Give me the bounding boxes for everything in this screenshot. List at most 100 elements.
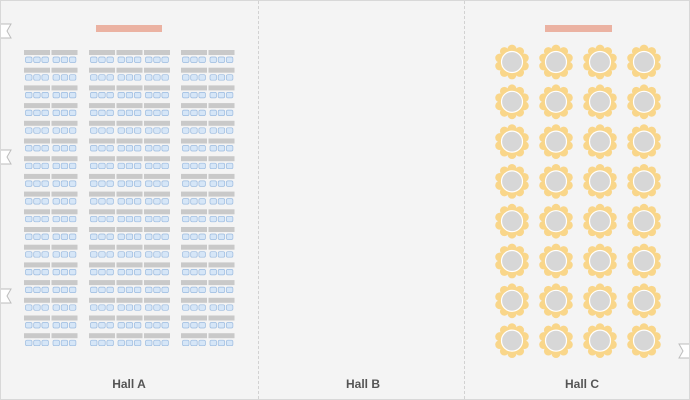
classroom-table[interactable]	[144, 262, 170, 268]
chair[interactable]	[60, 109, 69, 116]
chair[interactable]	[153, 251, 161, 258]
chair[interactable]	[90, 74, 98, 81]
chair[interactable]	[198, 180, 206, 187]
chair[interactable]	[198, 339, 206, 347]
chair[interactable]	[226, 74, 234, 81]
chair[interactable]	[153, 74, 161, 81]
chair[interactable]	[41, 162, 49, 170]
chair[interactable]	[217, 74, 226, 81]
round-table[interactable]	[588, 289, 612, 312]
chair[interactable]	[190, 162, 198, 170]
chair[interactable]	[98, 74, 106, 81]
chair[interactable]	[106, 322, 114, 329]
chair[interactable]	[161, 109, 169, 116]
chair[interactable]	[117, 286, 125, 293]
chair[interactable]	[182, 56, 190, 63]
chair[interactable]	[33, 215, 41, 223]
chair[interactable]	[161, 251, 169, 258]
classroom-table[interactable]	[181, 156, 207, 162]
chair[interactable]	[145, 198, 153, 205]
chair[interactable]	[125, 92, 134, 99]
classroom-table[interactable]	[24, 103, 50, 109]
chair[interactable]	[60, 215, 69, 223]
chair[interactable]	[125, 162, 134, 170]
chair[interactable]	[226, 127, 234, 134]
chair[interactable]	[25, 286, 33, 293]
chair[interactable]	[217, 304, 226, 311]
round-table[interactable]	[544, 210, 568, 233]
classroom-table[interactable]	[116, 67, 143, 73]
classroom-table[interactable]	[144, 103, 170, 109]
chair[interactable]	[226, 339, 234, 347]
chair[interactable]	[60, 162, 69, 170]
chair[interactable]	[125, 286, 134, 293]
chair[interactable]	[52, 251, 60, 258]
chair[interactable]	[33, 74, 41, 81]
classroom-table[interactable]	[24, 315, 50, 321]
classroom-table[interactable]	[116, 103, 143, 109]
classroom-table[interactable]	[51, 120, 78, 126]
classroom-table[interactable]	[181, 244, 207, 250]
chair[interactable]	[98, 162, 106, 170]
chair[interactable]	[161, 74, 169, 81]
classroom-table[interactable]	[144, 173, 170, 179]
chair[interactable]	[33, 162, 41, 170]
chair[interactable]	[52, 233, 60, 240]
classroom-table[interactable]	[51, 50, 78, 55]
chair[interactable]	[52, 215, 60, 223]
chair[interactable]	[153, 339, 161, 347]
chair[interactable]	[145, 74, 153, 81]
round-table[interactable]	[500, 289, 524, 312]
classroom-table[interactable]	[51, 297, 78, 303]
chair[interactable]	[41, 286, 49, 293]
chair[interactable]	[198, 145, 206, 152]
chair[interactable]	[182, 127, 190, 134]
chair[interactable]	[134, 233, 142, 240]
chair[interactable]	[125, 109, 134, 116]
classroom-table[interactable]	[89, 244, 115, 250]
chair[interactable]	[217, 180, 226, 187]
round-table[interactable]	[588, 90, 612, 113]
chair[interactable]	[161, 339, 169, 347]
chair[interactable]	[117, 127, 125, 134]
classroom-table[interactable]	[208, 333, 235, 339]
chair[interactable]	[52, 286, 60, 293]
classroom-table[interactable]	[89, 209, 115, 215]
chair[interactable]	[52, 269, 60, 276]
round-table[interactable]	[500, 50, 524, 74]
chair[interactable]	[161, 92, 169, 99]
chair[interactable]	[106, 198, 114, 205]
chair[interactable]	[106, 127, 114, 134]
chair[interactable]	[33, 198, 41, 205]
round-table[interactable]	[632, 249, 656, 273]
classroom-table[interactable]	[116, 120, 143, 126]
classroom-table[interactable]	[116, 227, 143, 232]
chair[interactable]	[134, 180, 142, 187]
chair[interactable]	[209, 233, 217, 240]
round-table[interactable]	[544, 130, 568, 153]
chair[interactable]	[161, 269, 169, 276]
chair[interactable]	[217, 215, 226, 223]
chair[interactable]	[69, 92, 77, 99]
chair[interactable]	[60, 322, 69, 329]
round-table[interactable]	[544, 50, 568, 74]
round-table[interactable]	[588, 329, 612, 352]
chair[interactable]	[69, 304, 77, 311]
chair[interactable]	[134, 162, 142, 170]
chair[interactable]	[198, 92, 206, 99]
classroom-table[interactable]	[51, 85, 78, 91]
round-table[interactable]	[544, 329, 568, 352]
chair[interactable]	[25, 162, 33, 170]
classroom-table[interactable]	[116, 297, 143, 303]
chair[interactable]	[69, 322, 77, 329]
chair[interactable]	[134, 339, 142, 347]
round-table[interactable]	[588, 210, 612, 233]
chair[interactable]	[134, 109, 142, 116]
chair[interactable]	[145, 56, 153, 63]
chair[interactable]	[209, 269, 217, 276]
chair[interactable]	[117, 162, 125, 170]
chair[interactable]	[60, 145, 69, 152]
classroom-table[interactable]	[208, 103, 235, 109]
chair[interactable]	[145, 251, 153, 258]
classroom-table[interactable]	[89, 280, 115, 286]
